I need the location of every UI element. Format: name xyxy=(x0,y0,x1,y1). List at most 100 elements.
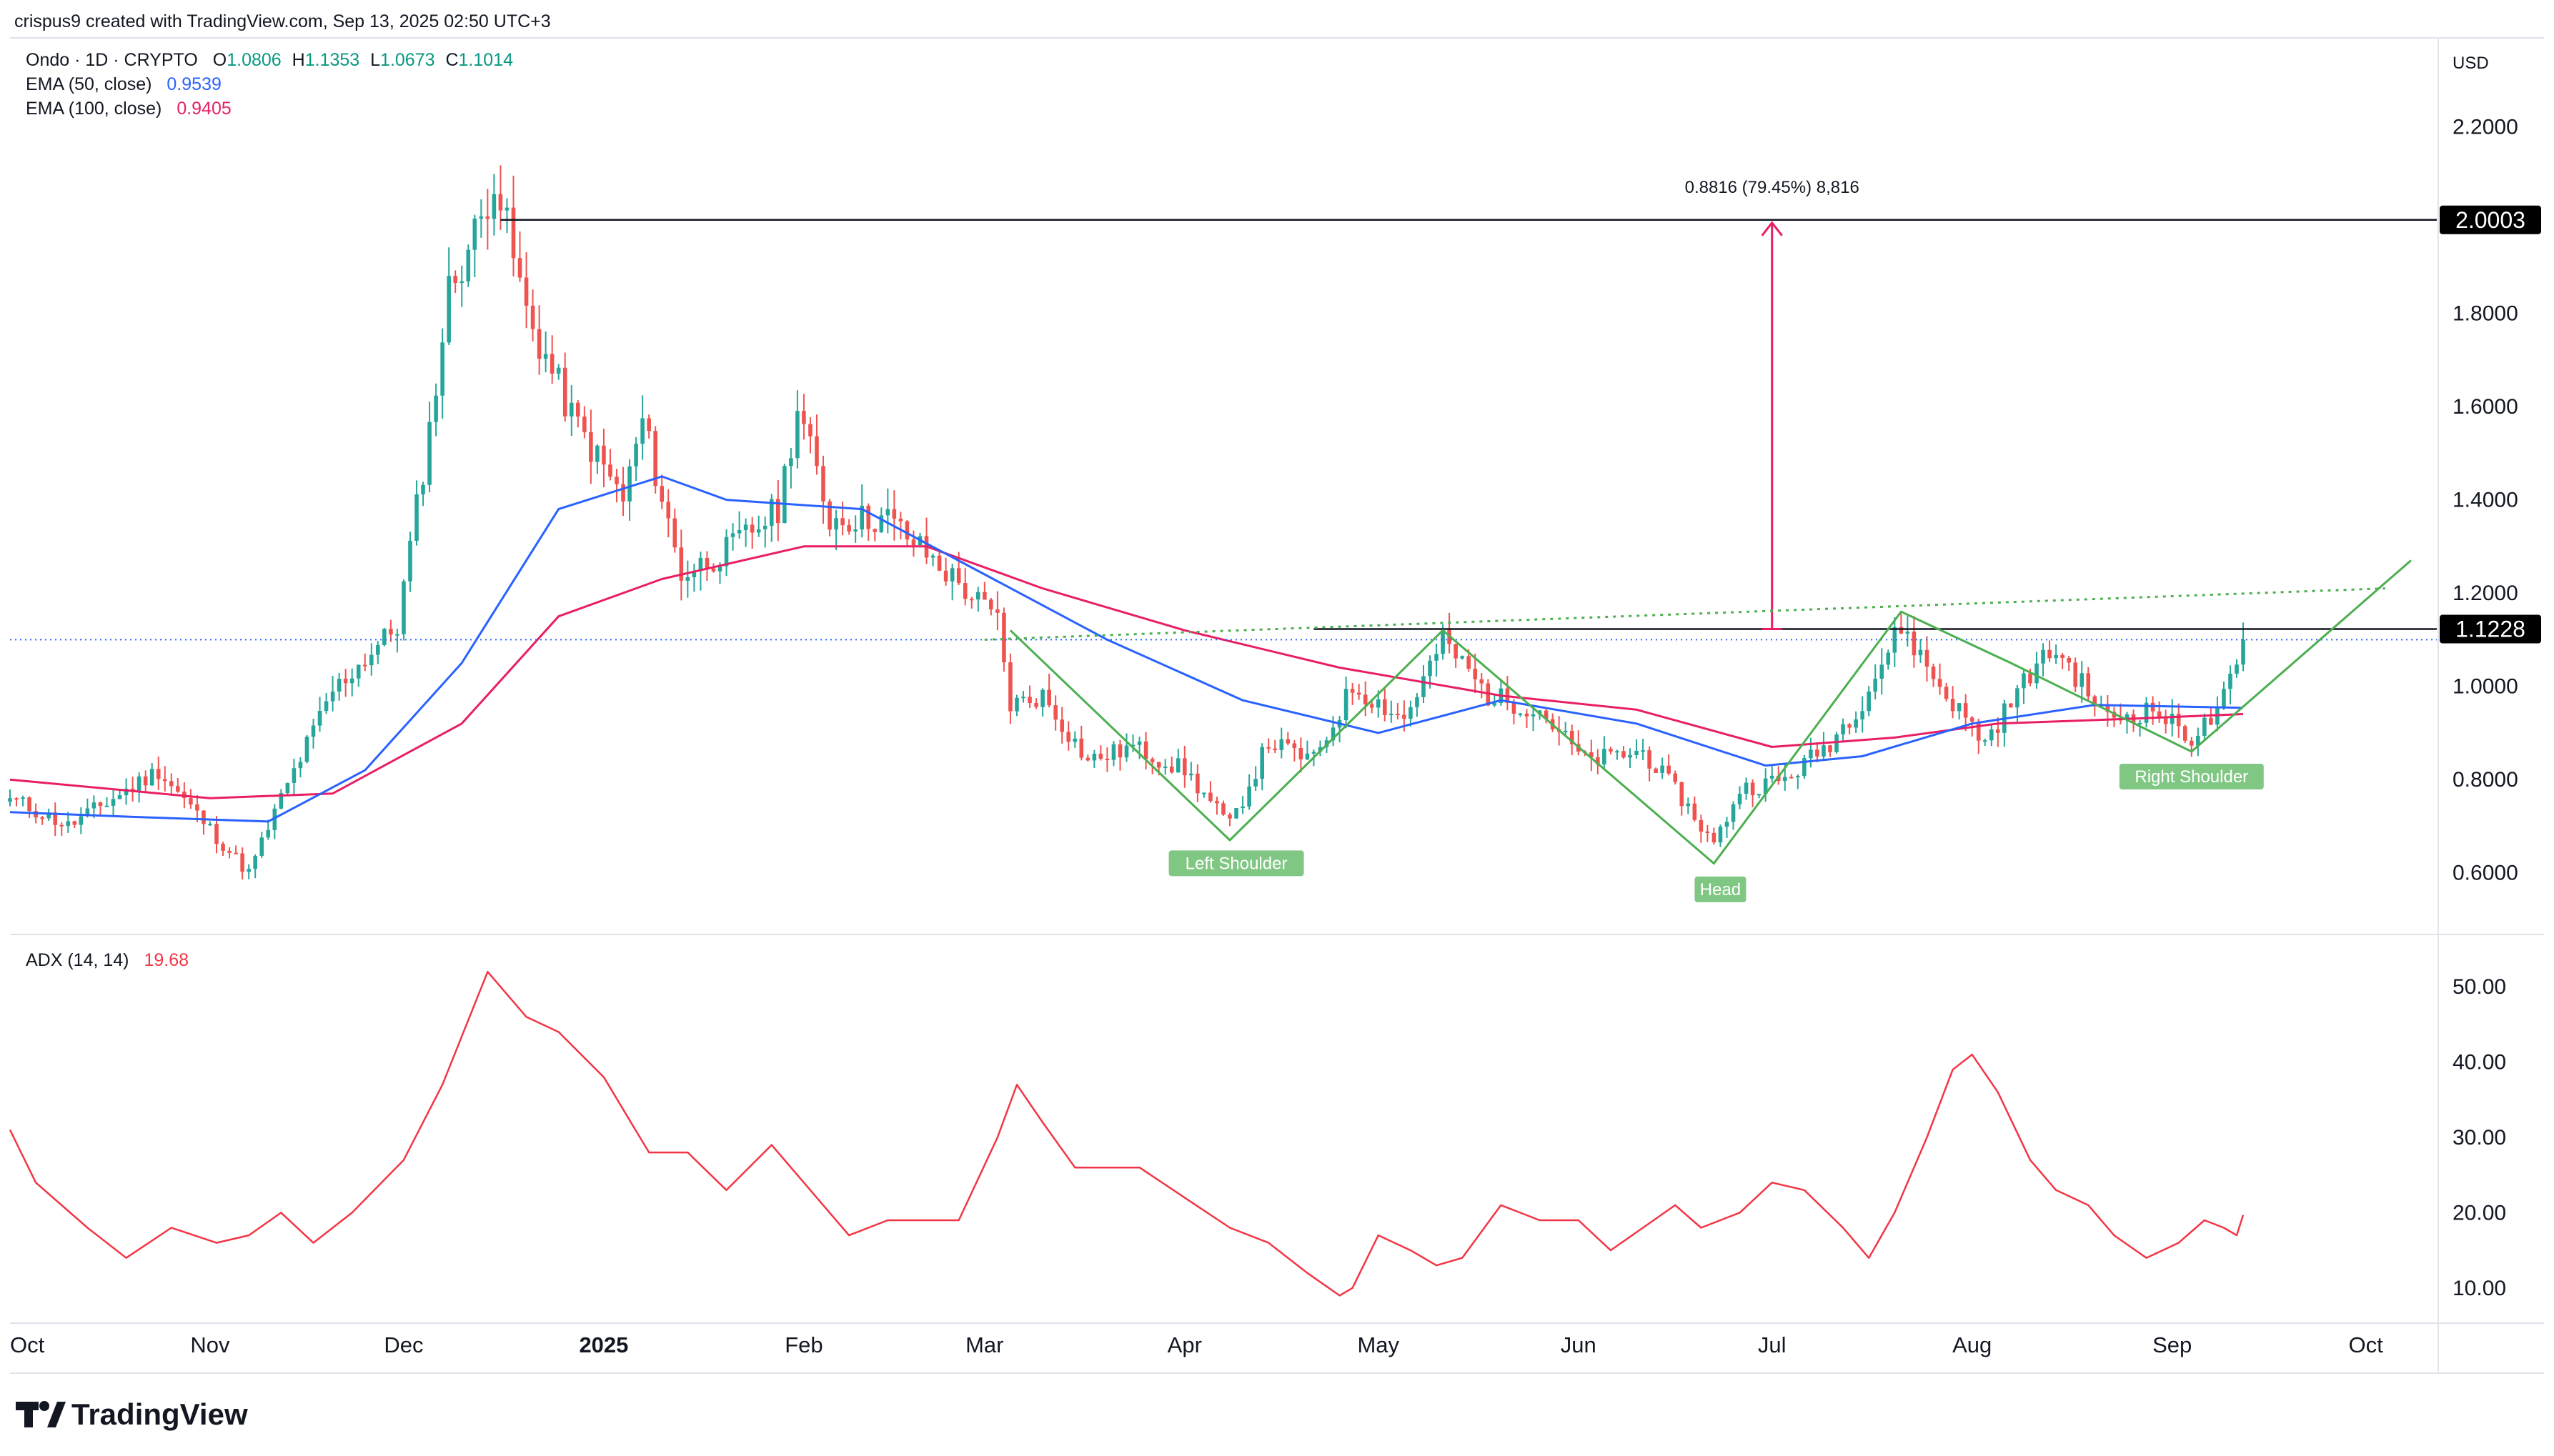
candle-body xyxy=(1286,739,1291,744)
candle xyxy=(505,198,510,234)
candle xyxy=(705,551,710,582)
candle-body xyxy=(66,821,71,827)
price-badge-label: 2.0003 xyxy=(2455,207,2525,233)
candle-body xyxy=(221,844,225,851)
candle xyxy=(472,214,477,278)
candle xyxy=(589,409,593,484)
candle-body xyxy=(608,464,612,477)
candle-body xyxy=(795,411,800,459)
candle xyxy=(2047,640,2052,662)
candle-body xyxy=(892,509,897,519)
candle-body xyxy=(247,869,251,872)
candle-body xyxy=(1137,741,1142,745)
candle-body xyxy=(382,629,387,645)
candle xyxy=(621,467,625,517)
candle xyxy=(1073,731,1078,748)
candle-body xyxy=(1111,744,1116,760)
candle-body xyxy=(1931,667,1936,679)
candle-body xyxy=(1660,765,1664,774)
price-axis-badges: 2.0003 1.1228 xyxy=(2440,205,2541,644)
candle xyxy=(369,643,374,676)
candle-body xyxy=(647,418,651,432)
candle xyxy=(1247,774,1251,810)
candle xyxy=(1434,643,1439,677)
candle-body xyxy=(828,501,832,530)
candle-body xyxy=(253,855,258,869)
candle xyxy=(1447,612,1451,654)
candle xyxy=(1396,703,1400,720)
candle-body xyxy=(402,581,406,634)
candle xyxy=(1563,722,1568,737)
candle xyxy=(240,847,244,880)
candle xyxy=(1079,725,1084,761)
right-shoulder-label: Right Shoulder xyxy=(2119,763,2264,789)
candle-body xyxy=(2189,740,2194,746)
candle-body xyxy=(1918,649,1923,656)
candle-body xyxy=(543,354,548,359)
price-badge-bg xyxy=(2440,614,2541,644)
candle xyxy=(1757,794,1762,799)
candle xyxy=(2009,703,2013,708)
price-tick-label: 1.0000 xyxy=(2453,675,2518,699)
price-badge-bg xyxy=(2440,205,2541,234)
candle-body xyxy=(853,529,858,532)
candle xyxy=(2060,652,2064,669)
candle xyxy=(530,289,535,341)
head-label-bg xyxy=(1694,876,1746,902)
candle xyxy=(162,766,167,792)
time-tick-label: Oct xyxy=(2349,1332,2384,1357)
candle xyxy=(821,455,825,524)
candle xyxy=(1666,754,1671,776)
candle-body xyxy=(1389,714,1393,716)
candle-body xyxy=(1408,707,1413,719)
candle-body xyxy=(930,555,935,558)
candle-body xyxy=(1428,660,1432,677)
candle-body xyxy=(873,529,878,532)
measure-arrow-head xyxy=(1761,221,1783,236)
candle-body xyxy=(1924,649,1929,667)
candle-body xyxy=(1518,713,1523,715)
candle xyxy=(550,335,555,384)
candle-body xyxy=(369,654,374,666)
candle xyxy=(2022,669,2026,704)
candle xyxy=(989,597,993,616)
candle-body xyxy=(1937,679,1942,687)
candle-body xyxy=(2209,717,2213,725)
candle-body xyxy=(2086,673,2091,697)
candle-body xyxy=(1796,776,1800,778)
candle-body xyxy=(2092,696,2097,707)
candle-body xyxy=(989,599,993,609)
candle-body xyxy=(724,537,729,567)
pane-frames xyxy=(10,37,2544,1374)
candle-body xyxy=(950,568,955,582)
candle-body xyxy=(750,524,755,533)
candle xyxy=(556,364,561,380)
candle-body xyxy=(730,533,735,537)
candle-body xyxy=(298,762,303,769)
candle-body xyxy=(1331,727,1336,741)
candle xyxy=(808,417,813,454)
candle xyxy=(1634,739,1639,759)
ohlc-close-key: C xyxy=(445,50,458,70)
candle-body xyxy=(1196,773,1200,794)
candle-body xyxy=(963,583,968,599)
candle-body xyxy=(1396,714,1400,716)
candle xyxy=(21,795,25,807)
candle xyxy=(53,802,58,837)
candle xyxy=(1331,716,1336,747)
candle-body xyxy=(2222,689,2226,707)
candle-body xyxy=(1021,697,1025,699)
candle-body xyxy=(2073,662,2078,687)
candle xyxy=(1699,814,1704,843)
candle-body xyxy=(240,853,244,872)
candle-body xyxy=(2041,649,2045,664)
candle xyxy=(279,789,284,809)
candle-body xyxy=(376,644,380,655)
candle-body xyxy=(1473,668,1478,679)
candle-body xyxy=(1040,689,1045,707)
candle xyxy=(202,810,206,835)
candle xyxy=(1950,686,1955,719)
candle xyxy=(1363,681,1368,717)
price-tick-label: 2.2000 xyxy=(2453,115,2518,139)
candle xyxy=(2235,659,2239,678)
